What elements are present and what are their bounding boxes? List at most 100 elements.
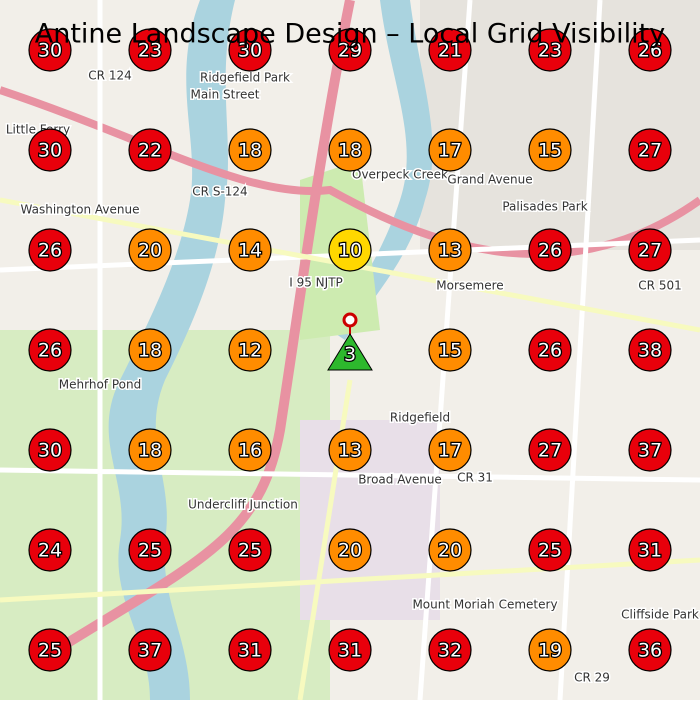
grid-marker: [628, 28, 672, 72]
grid-value: 20: [138, 240, 162, 262]
grid-value: 18: [138, 340, 162, 362]
grid-marker: [428, 528, 472, 572]
grid-value: 18: [238, 140, 262, 162]
grid-marker: [228, 628, 272, 672]
grid-value: 37: [638, 440, 662, 462]
grid-value: 17: [438, 440, 462, 462]
grid-value: 27: [538, 440, 562, 462]
grid-marker: [628, 528, 672, 572]
grid-marker: [528, 28, 572, 72]
grid-value: 23: [538, 40, 562, 62]
grid-value: 36: [638, 640, 662, 662]
place-label: CR 124: [88, 69, 131, 83]
grid-value: 13: [338, 440, 362, 462]
grid-value: 30: [38, 140, 62, 162]
grid-value: 19: [538, 640, 562, 662]
site-marker: [327, 333, 373, 371]
grid-value: 27: [638, 240, 662, 262]
grid-value: 31: [638, 540, 662, 562]
place-label: CR S-124: [192, 185, 247, 199]
place-label: Palisades Park: [502, 200, 587, 214]
place-label: Broad Avenue: [358, 473, 442, 487]
place-label: CR 29: [574, 671, 610, 685]
grid-value: 20: [338, 540, 362, 562]
place-label: CR 31: [457, 471, 493, 485]
grid-marker: [228, 528, 272, 572]
grid-value: 15: [438, 340, 462, 362]
grid-value: 25: [38, 640, 62, 662]
grid-value: 18: [138, 440, 162, 462]
grid-marker: [228, 328, 272, 372]
grid-value: 26: [38, 340, 62, 362]
place-label: Undercliff Junction: [188, 498, 298, 512]
grid-value: 25: [238, 540, 262, 562]
grid-marker: [228, 128, 272, 172]
grid-marker: [128, 528, 172, 572]
grid-value: 22: [138, 140, 162, 162]
grid-value: 17: [438, 140, 462, 162]
grid-value: 27: [638, 140, 662, 162]
grid-marker: [28, 128, 72, 172]
title: Antine Landscape Design – Local Grid Vis…: [35, 19, 665, 50]
place-label: Washington Avenue: [21, 203, 140, 217]
grid-value: 26: [538, 340, 562, 362]
grid-marker: [228, 428, 272, 472]
grid-marker: [28, 228, 72, 272]
grid-marker: [528, 428, 572, 472]
place-label: Grand Avenue: [447, 173, 532, 187]
place-label: Mount Moriah Cemetery: [412, 598, 557, 612]
grid-value: 37: [138, 640, 162, 662]
grid-marker: [628, 228, 672, 272]
grid-value: 20: [438, 540, 462, 562]
grid-value: 21: [438, 40, 462, 62]
grid-value: 30: [238, 40, 262, 62]
grid-value: 29: [338, 40, 362, 62]
grid-marker: [128, 328, 172, 372]
grid-marker: [328, 228, 372, 272]
grid-value: 26: [538, 240, 562, 262]
grid-value: 12: [238, 340, 262, 362]
grid-marker: [628, 628, 672, 672]
grid-value: 18: [338, 140, 362, 162]
grid-marker: [528, 328, 572, 372]
place-label: Overpeck Creek: [352, 168, 448, 182]
grid-marker: [528, 228, 572, 272]
grid-marker: [428, 628, 472, 672]
grid-value: 16: [238, 440, 262, 462]
site-value: 3: [344, 344, 356, 366]
grid-value: 10: [338, 240, 362, 262]
grid-value: 32: [438, 640, 462, 662]
grid-marker: [528, 528, 572, 572]
grid-marker: [428, 228, 472, 272]
grid-value: 13: [438, 240, 462, 262]
grid-marker: [628, 128, 672, 172]
grid-marker: [428, 128, 472, 172]
grid-marker: [28, 428, 72, 472]
pin: [342, 312, 358, 328]
grid-value: 31: [238, 640, 262, 662]
grid-marker: [228, 28, 272, 72]
grid-marker: [628, 328, 672, 372]
grid-marker: [328, 428, 372, 472]
place-label: Ridgefield Park: [200, 71, 290, 85]
grid-value: 14: [238, 240, 262, 262]
grid-marker: [128, 228, 172, 272]
grid-marker: [528, 628, 572, 672]
grid-value: 25: [138, 540, 162, 562]
grid-marker: [428, 428, 472, 472]
grid-value: 30: [38, 440, 62, 462]
grid-marker: [28, 28, 72, 72]
grid-marker: [328, 128, 372, 172]
grid-marker: [128, 428, 172, 472]
grid-value: 24: [38, 540, 62, 562]
grid-marker: [128, 128, 172, 172]
place-label: Mehrhof Pond: [59, 378, 141, 392]
grid-marker: [228, 228, 272, 272]
grid-value: 38: [638, 340, 662, 362]
grid-marker: [528, 128, 572, 172]
grid-value: 25: [538, 540, 562, 562]
grid-value: 26: [38, 240, 62, 262]
grid-marker: [328, 628, 372, 672]
grid-value: 15: [538, 140, 562, 162]
grid-marker: [328, 528, 372, 572]
